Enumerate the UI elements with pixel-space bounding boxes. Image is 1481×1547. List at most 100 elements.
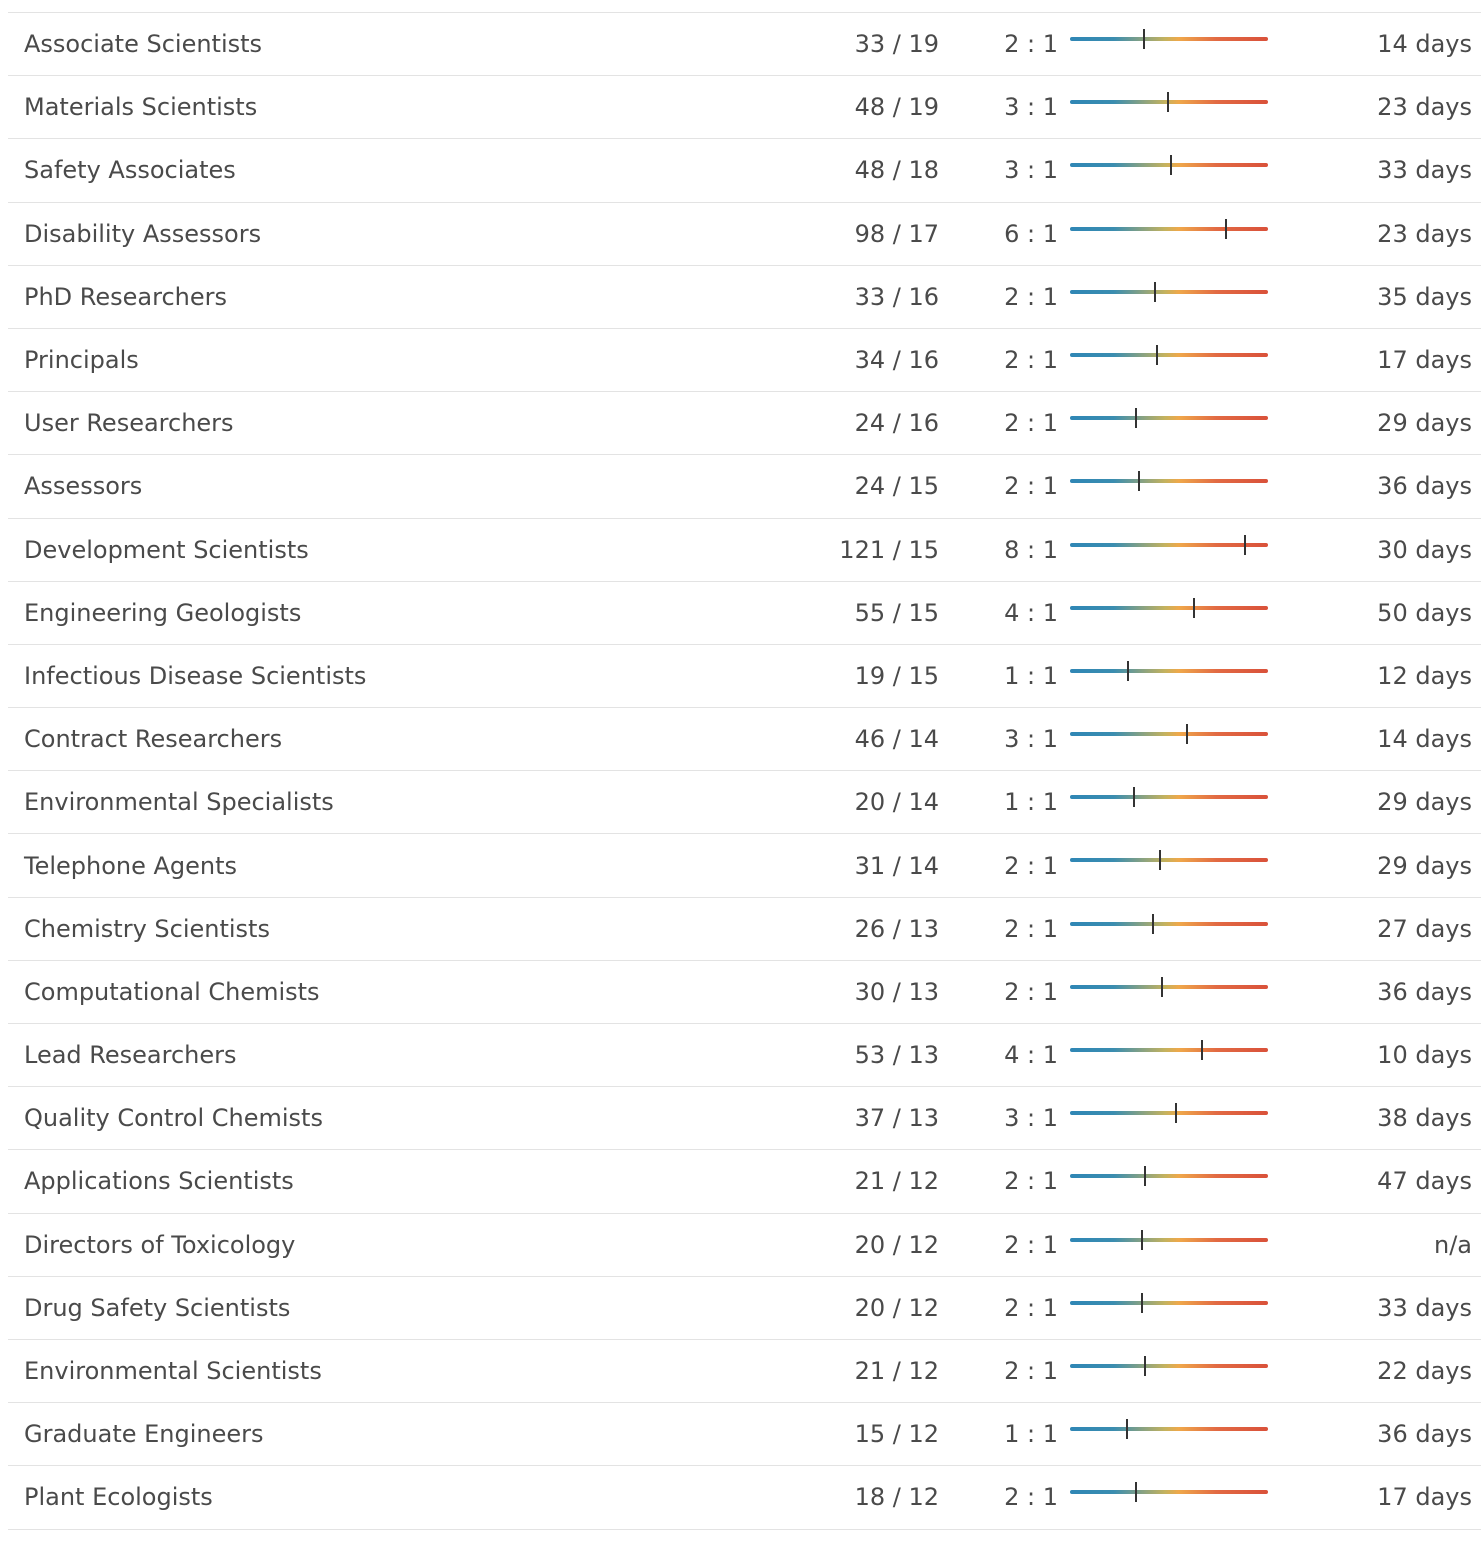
time-to-fill: 10 days bbox=[1377, 1041, 1472, 1070]
occupation-title[interactable]: Environmental Scientists bbox=[24, 1357, 322, 1386]
table-row[interactable]: Computational Chemists 30 / 13 2 : 1 36 day… bbox=[8, 961, 1481, 1024]
ratio-marker bbox=[1132, 787, 1135, 808]
table-row[interactable]: Chemistry Scientists 26 / 13 2 : 1 27 days bbox=[8, 898, 1481, 961]
occupation-title[interactable]: Chemistry Scientists bbox=[24, 914, 270, 943]
table-row[interactable]: Assessors 24 / 15 2 : 1 36 days bbox=[8, 455, 1481, 519]
time-to-fill: 30 days bbox=[1377, 535, 1472, 564]
table-row[interactable]: User Researchers 24 / 16 2 : 1 29 days bbox=[8, 392, 1481, 456]
table-row[interactable]: Quality Control Chemists 37 / 13 3 : 1 38 d… bbox=[8, 1087, 1481, 1151]
time-to-fill: 36 days bbox=[1377, 977, 1472, 1006]
ratio-marker bbox=[1167, 92, 1169, 113]
ratio-gradient-bar bbox=[1070, 1355, 1268, 1376]
ratio-value: 1 : 1 bbox=[1004, 1420, 1058, 1449]
ratio-value: 4 : 1 bbox=[1004, 598, 1058, 627]
time-to-fill: 14 days bbox=[1377, 30, 1472, 59]
table-row[interactable]: Safety Associates 48 / 18 3 : 1 33 days bbox=[8, 139, 1481, 203]
occupation-title[interactable]: Materials Scientists bbox=[24, 93, 258, 122]
table-row[interactable]: Drug Safety Scientists 20 / 12 2 : 1 33 day… bbox=[8, 1277, 1481, 1340]
table-row[interactable]: Associate Scientists 33 / 19 2 : 1 14 days bbox=[8, 13, 1481, 77]
candidate-counts: 15 / 12 bbox=[854, 1420, 939, 1449]
ratio-gradient-bar bbox=[1070, 660, 1268, 681]
candidate-counts: 98 / 17 bbox=[854, 219, 939, 248]
ratio-value: 2 : 1 bbox=[1004, 409, 1058, 438]
time-to-fill: 36 days bbox=[1377, 1420, 1472, 1449]
ratio-marker bbox=[1159, 850, 1162, 871]
time-to-fill: 29 days bbox=[1377, 788, 1472, 817]
ratio-gradient-bar bbox=[1070, 29, 1268, 49]
ratio-marker bbox=[1144, 1355, 1147, 1376]
candidate-counts: 20 / 12 bbox=[854, 1230, 939, 1259]
occupation-title[interactable]: Assessors bbox=[24, 472, 143, 501]
occupation-title[interactable]: Safety Associates bbox=[24, 156, 236, 185]
table-row[interactable]: Materials Scientists 48 / 19 3 : 1 23 days bbox=[8, 76, 1481, 140]
table-row[interactable]: Plant Ecologists 18 / 12 2 : 1 17 days bbox=[8, 1466, 1481, 1530]
candidate-counts: 31 / 14 bbox=[854, 851, 939, 880]
table-row[interactable]: Infectious Disease Scientists 19 / 15 1 : … bbox=[8, 645, 1481, 709]
ratio-marker bbox=[1134, 408, 1137, 429]
table-row[interactable]: Principals 34 / 16 2 : 1 17 days bbox=[8, 329, 1481, 393]
time-to-fill: 36 days bbox=[1377, 472, 1472, 501]
time-to-fill: 47 days bbox=[1377, 1167, 1472, 1196]
ratio-gradient-bar bbox=[1070, 976, 1268, 997]
ratio-marker bbox=[1169, 155, 1172, 176]
occupation-title[interactable]: Quality Control Chemists bbox=[24, 1104, 323, 1133]
ratio-value: 2 : 1 bbox=[1004, 851, 1058, 880]
ratio-value: 1 : 1 bbox=[1004, 788, 1058, 817]
candidate-counts: 121 / 15 bbox=[839, 535, 939, 564]
time-to-fill: 17 days bbox=[1377, 346, 1472, 375]
ratio-gradient-bar bbox=[1070, 850, 1268, 871]
occupation-title[interactable]: Applications Scientists bbox=[24, 1167, 294, 1196]
occupation-title[interactable]: Lead Researchers bbox=[24, 1041, 237, 1070]
table-row[interactable]: Directors of Toxicology 20 / 12 2 : 1 n/a bbox=[8, 1214, 1481, 1277]
table-row[interactable]: Engineering Geologists 55 / 15 4 : 1 50 day… bbox=[8, 582, 1481, 645]
ratio-value: 3 : 1 bbox=[1004, 156, 1058, 185]
ratio-marker bbox=[1155, 344, 1158, 365]
occupation-title[interactable]: Engineering Geologists bbox=[24, 598, 302, 627]
ratio-marker bbox=[1143, 29, 1146, 49]
occupation-title[interactable]: Infectious Disease Scientists bbox=[24, 661, 367, 690]
candidate-counts: 21 / 12 bbox=[854, 1167, 939, 1196]
table-row[interactable]: Development Scientists 121 / 15 8 : 1 30 da… bbox=[8, 519, 1481, 582]
occupation-title[interactable]: Environmental Specialists bbox=[24, 788, 334, 817]
ratio-gradient-bar bbox=[1070, 1482, 1268, 1503]
table-row[interactable]: PhD Researchers 33 / 16 2 : 1 35 days bbox=[8, 266, 1481, 329]
occupation-title[interactable]: Plant Ecologists bbox=[24, 1483, 213, 1512]
occupation-title[interactable]: User Researchers bbox=[24, 409, 234, 438]
table-row[interactable]: Environmental Scientists 21 / 12 2 : 1 22 d… bbox=[8, 1340, 1481, 1404]
ratio-value: 2 : 1 bbox=[1004, 977, 1058, 1006]
occupation-title[interactable]: Development Scientists bbox=[24, 535, 309, 564]
table-row[interactable]: Contract Researchers 46 / 14 3 : 1 14 days bbox=[8, 708, 1481, 772]
occupation-title[interactable]: Computational Chemists bbox=[24, 977, 320, 1006]
candidate-counts: 37 / 13 bbox=[854, 1104, 939, 1133]
table-row[interactable]: Applications Scientists 21 / 12 2 : 1 47 da… bbox=[8, 1150, 1481, 1214]
ratio-marker bbox=[1153, 281, 1156, 302]
candidate-counts: 34 / 16 bbox=[854, 346, 939, 375]
ratio-gradient-bar bbox=[1070, 1419, 1268, 1440]
occupation-title[interactable]: Disability Assessors bbox=[24, 219, 262, 248]
time-to-fill: 33 days bbox=[1377, 1293, 1472, 1322]
ratio-value: 3 : 1 bbox=[1004, 1104, 1058, 1133]
ratio-gradient-bar bbox=[1070, 155, 1268, 176]
occupation-title[interactable]: Graduate Engineers bbox=[24, 1420, 264, 1449]
table-row[interactable]: Environmental Specialists 20 / 14 1 : 1 29 … bbox=[8, 771, 1481, 835]
occupation-title[interactable]: Drug Safety Scientists bbox=[24, 1293, 291, 1322]
occupation-title[interactable]: Directors of Toxicology bbox=[24, 1230, 296, 1259]
ratio-marker bbox=[1144, 1166, 1147, 1187]
ratio-marker bbox=[1192, 597, 1195, 618]
occupation-title[interactable]: Telephone Agents bbox=[24, 851, 238, 880]
occupation-title[interactable]: PhD Researchers bbox=[24, 282, 228, 311]
table-row[interactable]: Disability Assessors 98 / 17 6 : 1 23 days bbox=[8, 203, 1481, 266]
occupation-title[interactable]: Associate Scientists bbox=[24, 30, 263, 59]
ratio-value: 3 : 1 bbox=[1004, 93, 1058, 122]
ratio-value: 2 : 1 bbox=[1004, 1293, 1058, 1322]
occupation-title[interactable]: Principals bbox=[24, 346, 139, 375]
table-row[interactable]: Graduate Engineers 15 / 12 1 : 1 36 days bbox=[8, 1403, 1481, 1467]
candidate-counts: 48 / 19 bbox=[854, 93, 939, 122]
candidate-counts: 18 / 12 bbox=[854, 1483, 939, 1512]
table-row[interactable]: Lead Researchers 53 / 13 4 : 1 10 days bbox=[8, 1024, 1481, 1088]
table-row[interactable]: Telephone Agents 31 / 14 2 : 1 29 days bbox=[8, 834, 1481, 898]
occupation-title[interactable]: Contract Researchers bbox=[24, 725, 283, 754]
candidate-counts: 24 / 15 bbox=[854, 472, 939, 501]
time-to-fill: 27 days bbox=[1377, 914, 1472, 943]
ratio-value: 2 : 1 bbox=[1004, 914, 1058, 943]
